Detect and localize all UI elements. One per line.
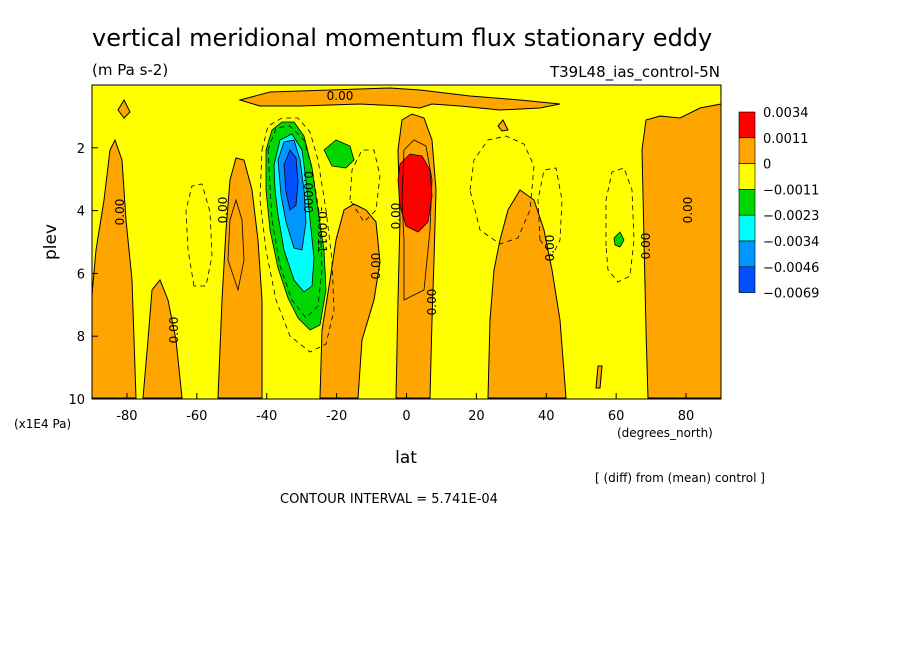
dashed-north-40 (537, 167, 563, 257)
dashed-south-65 (185, 183, 213, 287)
diff-note: [ (diff) from (mean) control ] (595, 471, 765, 485)
x-tick-label: -40 (256, 409, 277, 424)
contour-label: 0.00 (681, 197, 695, 224)
dashed-north-60 (605, 167, 635, 283)
dashed-south-tropic (349, 149, 381, 223)
x-tick-label: 20 (468, 409, 485, 424)
y-unit-label: (x1E4 Pa) (14, 417, 71, 431)
y-tick-label: 8 (77, 330, 85, 345)
blue-region (283, 149, 299, 211)
legend-label: −0.0034 (763, 235, 819, 250)
y-axis: 2 4 6 8 10 (68, 142, 98, 408)
contour-labels: 0.00 0.00 0.00 0.00 0.00 0.00 0.00 0.00 … (113, 89, 695, 343)
contour-label: 0.00 (369, 253, 383, 280)
legend-label: 0.0034 (763, 106, 809, 121)
x-tick-label: -60 (186, 409, 207, 424)
y-tick-label: 4 (77, 205, 85, 220)
positive-core (397, 153, 433, 233)
region-north-55 (595, 365, 603, 389)
contour-label: 0.00 (327, 89, 354, 103)
contour-label: 0.00 (113, 199, 127, 226)
x-axis-label: lat (395, 448, 417, 468)
region-far-south (91, 138, 137, 399)
chart-title: vertical meridional momentum flux statio… (92, 24, 712, 52)
green-spot-south (323, 139, 355, 169)
legend-label: 0.0011 (763, 132, 809, 147)
contour-label: 0.00 (216, 197, 230, 224)
dashed-lobe-inner (267, 125, 323, 319)
run-label: T39L48_ias_control-5N (549, 63, 720, 82)
contour-label: -0.0011 (315, 207, 329, 253)
region-top-band (238, 87, 561, 111)
x-tick-label: 40 (538, 409, 555, 424)
solid-equator-inner (401, 139, 433, 301)
region-small-south (117, 98, 131, 119)
x-tick-label: 0 (402, 409, 410, 424)
x-tick-label: -80 (116, 409, 137, 424)
orange-fill-regions (91, 87, 722, 399)
legend-swatch (738, 214, 756, 242)
dashed-north-20 (469, 135, 535, 245)
legend-swatch (738, 163, 756, 190)
y-tick-label: 2 (77, 142, 85, 157)
legend-label: −0.0023 (763, 209, 819, 224)
color-legend: 0.0034 0.0011 0 −0.0011 −0.0023 −0.0034 −0.004… (738, 106, 819, 302)
x-tick-label: 60 (608, 409, 625, 424)
contour-label: 0.00 (543, 235, 557, 262)
solid-contours (227, 139, 433, 301)
negative-lobe (265, 121, 625, 331)
x-tick-label: 80 (678, 409, 695, 424)
contour-label: 0.00 (639, 233, 653, 260)
region-north-30 (487, 189, 567, 399)
legend-label: −0.0046 (763, 261, 819, 276)
solid-south-48 (227, 198, 245, 292)
red-core (397, 153, 433, 233)
dashed-lobe-outer (259, 117, 335, 353)
legend-swatch (738, 189, 756, 216)
contour-label: 0.00 (167, 317, 181, 344)
legend-swatch (738, 266, 756, 293)
region-south-60 (142, 279, 183, 399)
x-tick-label: -20 (326, 409, 347, 424)
region-far-north (641, 103, 722, 399)
plot-area: 0.00 0.00 0.00 0.00 0.00 0.00 0.00 0.00 … (91, 84, 722, 400)
contour-label: 0.00 (425, 289, 439, 316)
region-south-25 (319, 203, 381, 399)
legend-label: 0 (763, 158, 771, 173)
x-unit-label: (degrees_north) (617, 426, 713, 440)
legend-label: −0.0069 (763, 287, 819, 302)
contour-label: 0.00 (389, 203, 403, 230)
legend-swatch (738, 111, 756, 139)
y-tick-label: 6 (77, 267, 85, 282)
legend-swatch (738, 240, 756, 268)
contour-label: 0.0000 (301, 171, 315, 213)
y-axis-label: plev (41, 224, 61, 260)
y-tick-label: 10 (68, 393, 85, 408)
units-label: (m Pa s-2) (92, 61, 168, 79)
dashed-contours (185, 117, 635, 353)
contour-interval: CONTOUR INTERVAL = 5.741E-04 (280, 492, 498, 507)
legend-label: −0.0011 (763, 183, 819, 198)
region-small-north (497, 119, 509, 132)
green-spot-north (613, 231, 625, 248)
legend-swatch (738, 137, 756, 164)
x-axis: -80 -60 -40 -20 0 20 40 60 80 (116, 393, 694, 424)
